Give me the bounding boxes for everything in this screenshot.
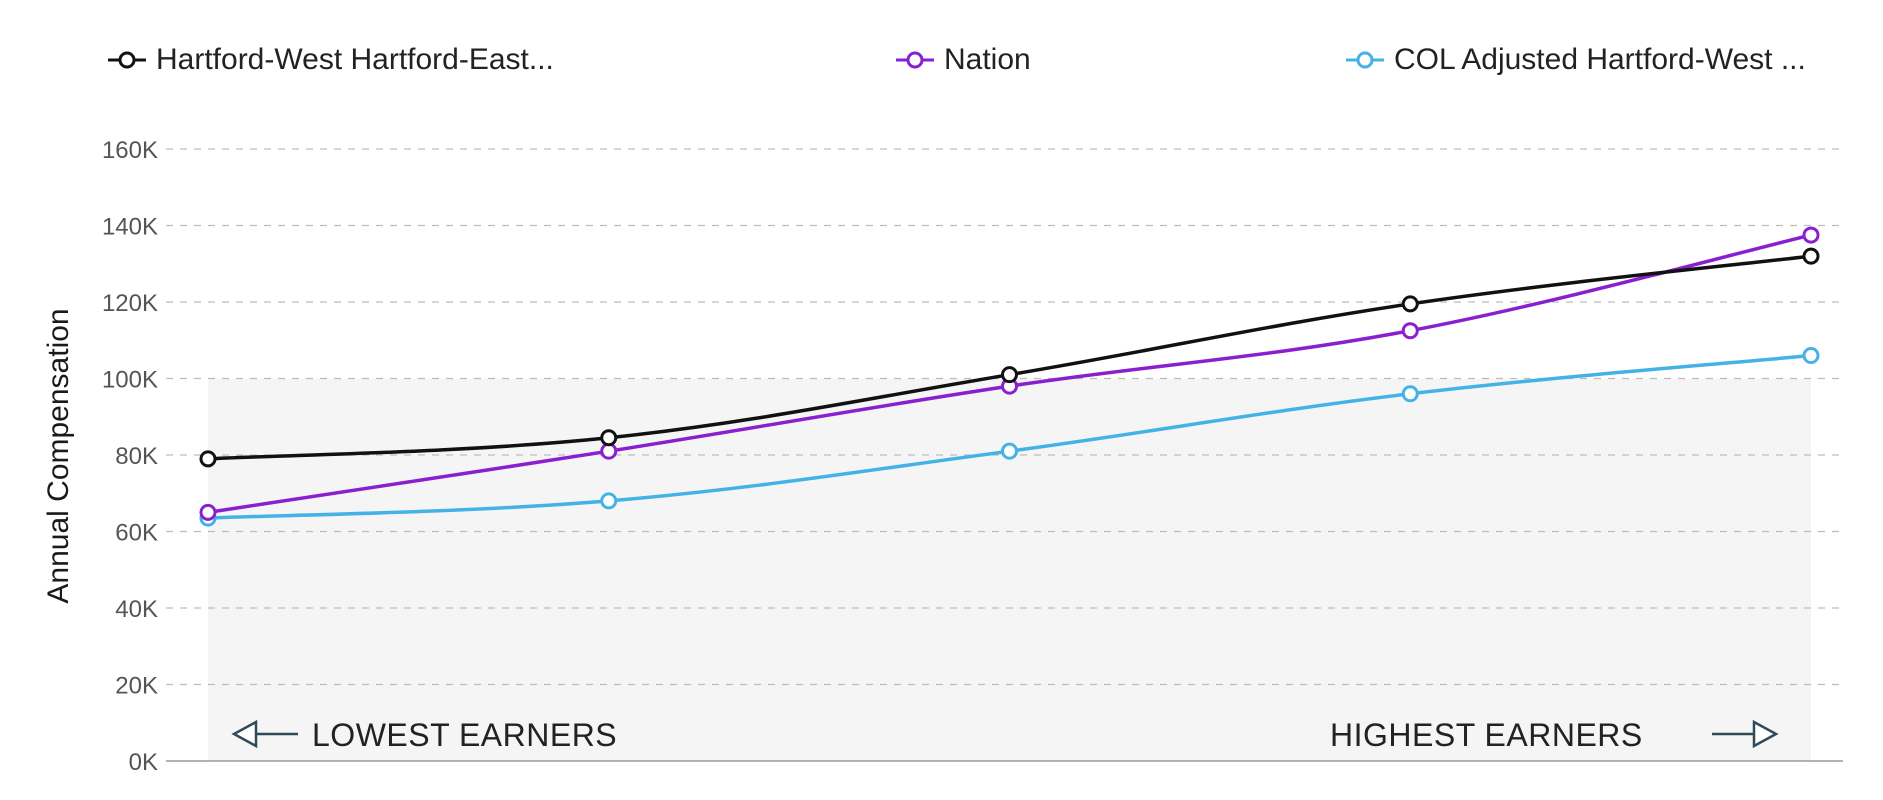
y-tick-label: 40K (115, 596, 158, 623)
data-point[interactable] (199, 450, 217, 468)
y-tick-label: 80K (115, 443, 158, 470)
data-point[interactable] (1401, 295, 1419, 313)
legend-label-col-adjusted: COL Adjusted Hartford-West ... (1394, 43, 1806, 76)
lowest-earners-annotation: LOWEST EARNERS (231, 717, 617, 753)
data-point[interactable] (1001, 442, 1018, 460)
highest-earners-annotation: HIGHEST EARNERS (1330, 717, 1779, 753)
highest-earners-label: HIGHEST EARNERS (1330, 717, 1643, 753)
y-tick-label: 160K (102, 137, 158, 164)
chart-legend: Hartford-West Hartford-East... Nation CO… (0, 0, 1883, 120)
y-axis-title: Annual Compensation (42, 308, 75, 603)
series-points (199, 226, 1820, 527)
legend-label-hartford: Hartford-West Hartford-East... (156, 43, 554, 76)
data-point[interactable] (1401, 385, 1419, 403)
y-tick-label: 140K (102, 214, 158, 241)
data-point[interactable] (199, 503, 217, 521)
data-point[interactable] (1802, 347, 1820, 365)
data-point[interactable] (600, 429, 618, 447)
legend-item-col-adjusted[interactable]: COL Adjusted Hartford-West ... (1346, 40, 1806, 80)
legend-item-nation[interactable]: Nation (896, 40, 1031, 80)
data-point[interactable] (1802, 247, 1820, 265)
legend-marker-col-adjusted-icon (1346, 51, 1384, 69)
data-point[interactable] (1001, 366, 1018, 384)
left-arrow-icon (231, 719, 298, 749)
y-tick-label: 60K (115, 520, 158, 547)
y-tick-label: 120K (102, 290, 158, 317)
lowest-earners-label: LOWEST EARNERS (312, 717, 617, 753)
legend-item-hartford[interactable]: Hartford-West Hartford-East... (108, 40, 554, 80)
right-arrow-icon (1712, 719, 1779, 749)
chart-shaded-band (208, 378, 1811, 761)
data-point[interactable] (600, 492, 618, 510)
data-point[interactable] (1401, 322, 1419, 340)
legend-label-nation: Nation (944, 43, 1031, 76)
legend-marker-nation-icon (896, 51, 934, 69)
legend-marker-hartford-icon (108, 51, 146, 69)
y-tick-label: 100K (102, 367, 158, 394)
y-tick-label: 0K (129, 749, 158, 776)
y-axis-ticks: 0K 20K 40K 60K 80K 100K 120K 140K 160K (102, 137, 158, 776)
y-tick-label: 20K (115, 673, 158, 700)
data-point[interactable] (1802, 226, 1820, 244)
